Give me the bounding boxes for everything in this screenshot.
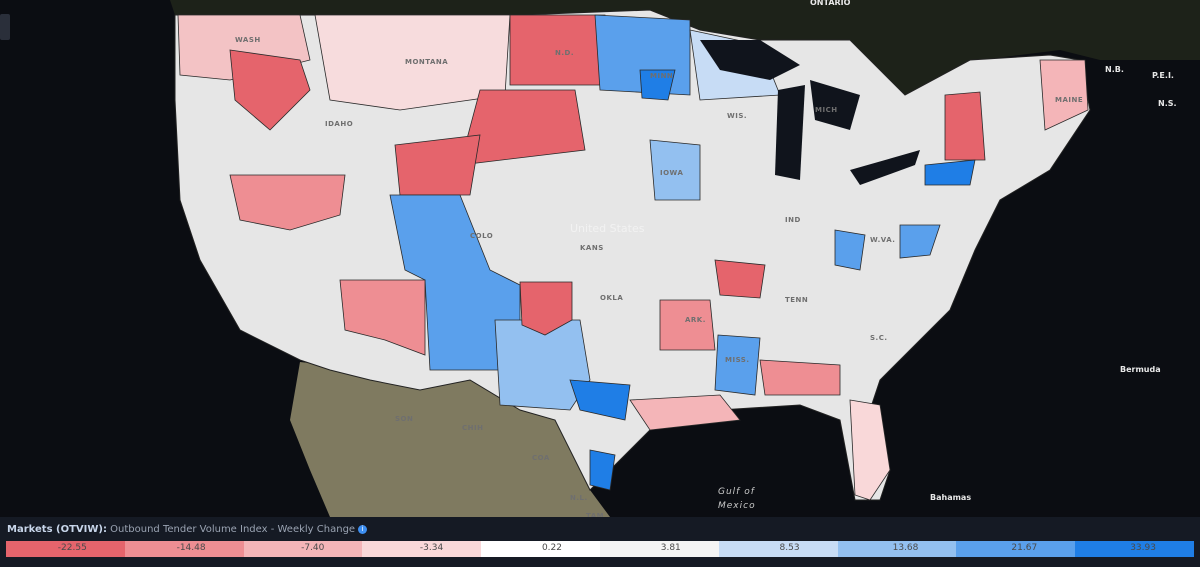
lake [850, 150, 920, 185]
map-label: United States [570, 222, 645, 235]
region [629, 394, 741, 431]
map-label: Bermuda [1120, 365, 1161, 374]
map-label: N.D. [555, 49, 574, 57]
map-label: CHIH [462, 424, 483, 432]
map-label: IDAHO [325, 120, 353, 128]
legend-heading: Markets (OTVIW): Outbound Tender Volume … [7, 524, 368, 535]
map-label: Gulf of [718, 487, 756, 497]
legend: Markets (OTVIW): Outbound Tender Volume … [0, 517, 1200, 567]
lake [700, 40, 800, 80]
region [394, 134, 481, 196]
map-label: N.L. [570, 494, 588, 502]
map-label: TAM [586, 512, 604, 517]
region [339, 279, 426, 356]
region [589, 449, 616, 491]
map-label: MINN [650, 72, 673, 80]
canada [170, 0, 1200, 95]
map-label: MICH [815, 106, 838, 114]
map-label: W.VA. [870, 236, 895, 244]
map-label: SON [395, 415, 413, 423]
region [899, 224, 941, 259]
map-label: IND [785, 216, 801, 224]
legend-bar: -22.55 -14.48 -7.40 -3.34 0.22 3.81 8.53 13.68 2… [6, 541, 1194, 557]
us-outline [174, 9, 1091, 501]
map-label: S.C. [870, 334, 888, 342]
map-label: P.E.I. [1152, 71, 1174, 80]
legend-swatch: -7.40 [243, 541, 363, 557]
map-label: WASH [235, 36, 261, 44]
legend-label: -7.40 [301, 543, 325, 553]
legend-label: 13.68 [892, 543, 919, 553]
map-label: ONTARIO [810, 0, 851, 7]
legend-swatch: 8.53 [718, 541, 838, 557]
legend-label: -14.48 [176, 543, 206, 553]
legend-label: 8.53 [779, 543, 800, 553]
region [639, 69, 676, 101]
map-label: MONTANA [405, 58, 448, 66]
map-label: COA [532, 454, 550, 462]
lake [810, 80, 860, 130]
legend-swatch: 33.93 [1075, 541, 1194, 557]
legend-label: -3.34 [419, 543, 444, 553]
legend-swatch: 0.22 [481, 541, 600, 557]
region [714, 259, 766, 299]
legend-swatch: 3.81 [599, 541, 719, 557]
region [849, 399, 891, 501]
region [834, 229, 866, 271]
legend-swatch: -3.34 [362, 541, 482, 557]
legend-swatch: 21.67 [956, 541, 1076, 557]
map-label: WIS. [727, 112, 747, 120]
region [229, 174, 346, 231]
legend-label: 33.93 [1130, 543, 1156, 553]
region [519, 281, 573, 336]
mexico [290, 362, 610, 517]
region [649, 139, 701, 201]
map-label: N.S. [1158, 99, 1177, 108]
map: ONTARIO N.B. P.E.I. N.S. MAINE WASH MONTANA IDA… [0, 0, 1200, 517]
map-label: KANS [580, 244, 604, 252]
legend-title: Markets (OTVIW): [7, 524, 107, 535]
legend-label: -22.55 [57, 543, 87, 553]
map-label: ARK. [685, 316, 706, 324]
region [659, 299, 716, 351]
region [229, 49, 311, 131]
legend-swatch: 13.68 [837, 541, 957, 557]
map-label: TENN [785, 296, 808, 304]
map-label: Bahamas [930, 493, 971, 502]
side-button[interactable] [0, 14, 10, 40]
legend-label: 3.81 [660, 543, 681, 553]
map-label: N.B. [1105, 65, 1124, 74]
map-label: IOWA [660, 169, 683, 177]
region [924, 159, 976, 186]
legend-subtitle: Outbound Tender Volume Index - Weekly Ch… [110, 524, 356, 535]
map-label: COLO [470, 232, 493, 240]
region [1039, 59, 1089, 131]
legend-swatch: -14.48 [124, 541, 244, 557]
region [314, 14, 511, 111]
map-label: Mexico [718, 501, 756, 511]
lake [775, 85, 805, 180]
map-label: OKLA [600, 294, 623, 302]
legend-label: 0.22 [541, 543, 562, 553]
map-label: MAINE [1055, 96, 1083, 104]
legend-swatch: -22.55 [6, 541, 125, 557]
info-icon[interactable]: i [358, 524, 368, 534]
labels: ONTARIO N.B. P.E.I. N.S. MAINE WASH MONTANA IDA… [235, 0, 1177, 517]
region [944, 91, 986, 161]
region [759, 359, 841, 396]
region [714, 334, 761, 396]
map-label: MISS. [725, 356, 750, 364]
legend-label: 21.67 [1011, 543, 1038, 553]
region [569, 379, 631, 421]
